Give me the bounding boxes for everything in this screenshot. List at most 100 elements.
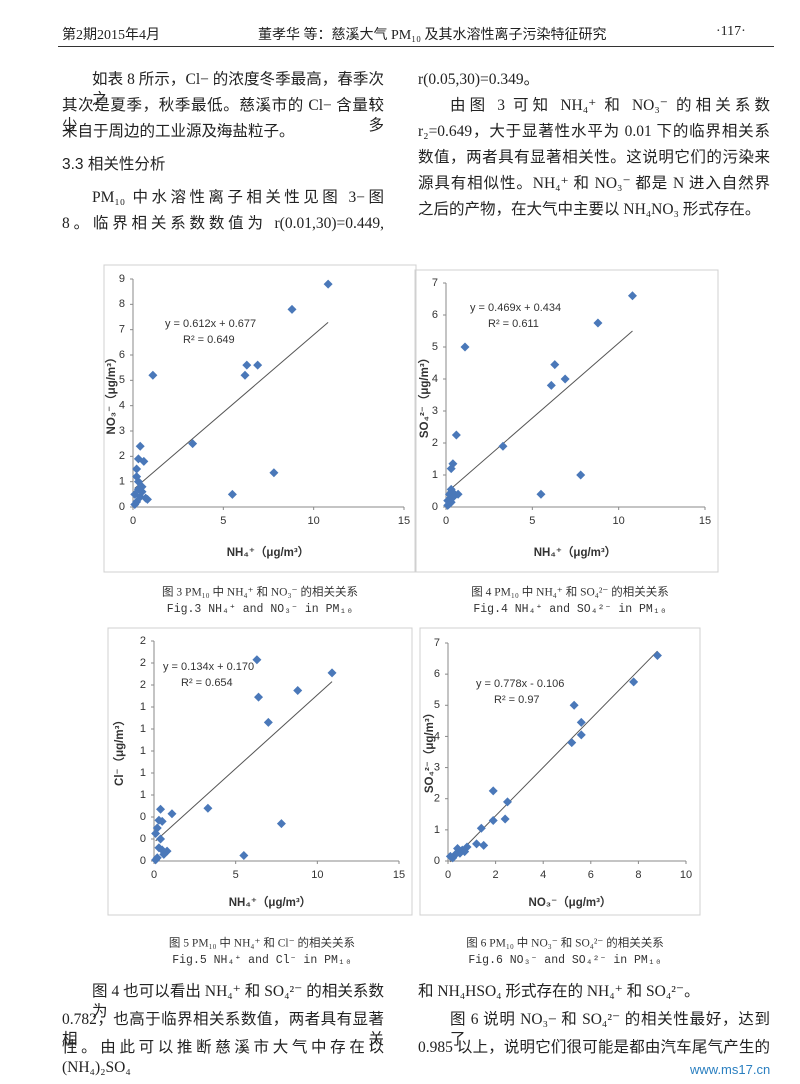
data-point (227, 489, 237, 499)
data-point (157, 845, 167, 855)
data-point (156, 834, 166, 844)
data-point (593, 318, 603, 328)
x-tick-label: 4 (540, 869, 546, 881)
y-tick-label: 0 (432, 501, 438, 513)
x-axis-label: NO₃⁻（μg/m³） (529, 895, 612, 909)
data-point (445, 851, 455, 861)
header-page: ·117· (716, 24, 746, 39)
y-tick-label: 9 (119, 273, 125, 285)
y-axis-label: NO₃⁻（μg/m³） (104, 352, 118, 435)
y-tick-label: 1 (434, 824, 440, 836)
annotation: R² = 0.97 (494, 694, 540, 706)
text-line: 和 NH₄HSO₄ 形式存在的 NH₄⁺ 和 SO₄²⁻。 (418, 983, 700, 1000)
header-rule (58, 46, 774, 47)
data-point (498, 441, 508, 451)
data-point (130, 499, 140, 509)
y-tick-label: 0 (140, 811, 146, 823)
y-tick-label: 6 (434, 668, 440, 680)
y-tick-label: 5 (119, 374, 125, 386)
data-point (263, 717, 273, 727)
trend-line (450, 650, 658, 863)
data-point (132, 464, 142, 474)
y-tick-label: 3 (434, 761, 440, 773)
trend-line (155, 681, 333, 842)
text-line: 0.985 以上，说明它们很可能是都由汽车尾气产生的 (418, 1039, 770, 1056)
text-line: 图 6 说明 NO₃− 和 SO₄²⁻ 的相关性最好，达到了 (450, 1011, 770, 1048)
text-line: r₂=0.649，大于显著性水平为 0.01 下的临界相关系 (418, 123, 770, 140)
data-point (576, 470, 586, 480)
data-point (576, 730, 586, 740)
caption-cn: 图 4 PM₁₀ 中 NH₄⁺ 和 SO₄²⁻ 的相关关系 (471, 585, 668, 599)
x-tick-label: 8 (635, 869, 641, 881)
data-point (629, 677, 639, 687)
data-point (576, 717, 586, 727)
y-tick-label: 7 (434, 637, 440, 649)
annotation: y = 0.134x + 0.170 (163, 661, 254, 673)
y-tick-label: 4 (434, 730, 440, 742)
data-point (167, 809, 177, 819)
x-tick-label: 5 (529, 515, 535, 527)
caption-en: Fig.6 NO₃⁻ and SO₄²⁻ in PM₁₀ (468, 954, 661, 967)
caption-en: Fig.3 NH₄⁺ and NO₃⁻ in PM₁₀ (167, 603, 353, 616)
caption-cn: 图 5 PM₁₀ 中 NH₄⁺ 和 Cl⁻ 的相关关系 (169, 936, 355, 950)
text-line: r(0.05,30)=0.349。 (418, 71, 540, 88)
trend-line (134, 322, 329, 489)
y-tick-label: 1 (140, 767, 146, 779)
y-tick-label: 4 (119, 400, 125, 412)
y-tick-label: 5 (434, 699, 440, 711)
y-tick-label: 5 (432, 341, 438, 353)
data-point (446, 464, 456, 474)
text-line: 如表 8 所示，Cl− 的浓度冬季最高，春季次之， (92, 71, 384, 108)
data-point (254, 692, 264, 702)
x-tick-label: 15 (699, 515, 711, 527)
annotation: y = 0.778x - 0.106 (476, 678, 564, 690)
x-tick-label: 5 (220, 515, 226, 527)
data-point (472, 839, 482, 849)
data-point (203, 803, 213, 813)
section-heading: 3.3 相关性分析 (62, 156, 166, 173)
x-tick-label: 15 (398, 515, 410, 527)
x-tick-label: 10 (680, 869, 692, 881)
data-point (137, 482, 147, 492)
data-point (287, 304, 297, 314)
data-point (323, 279, 333, 289)
data-point (460, 847, 470, 857)
y-axis-label: Cl⁻（μg/m³） (112, 714, 126, 786)
data-point (488, 816, 498, 826)
y-tick-label: 4 (432, 373, 438, 385)
data-point (157, 816, 167, 826)
text-line: 源具有相似性。NH₄⁺ 和 NO₃⁻ 都是 N 进入自然界 (418, 175, 770, 192)
y-tick-label: 2 (432, 437, 438, 449)
y-tick-label: 2 (140, 635, 146, 647)
text-line: 0.782，也高于临界相关系数值，两者具有显著相关 (62, 1011, 384, 1048)
caption-en: Fig.5 NH₄⁺ and Cl⁻ in PM₁₀ (172, 954, 351, 967)
y-tick-label: 2 (140, 679, 146, 691)
data-point (148, 370, 158, 380)
x-tick-label: 0 (443, 515, 449, 527)
data-point (188, 439, 198, 449)
x-axis-label: NH₄⁺（μg/m³） (227, 545, 309, 559)
text-line: 数值，两者具有显著相关性。这说明它们的污染来 (418, 149, 770, 166)
y-tick-label: 0 (140, 833, 146, 845)
data-point (151, 855, 161, 865)
text-line: 8。临界相关系数数值为 r(0.01,30)=0.449, (62, 215, 384, 232)
data-point (560, 374, 570, 384)
data-point (627, 291, 637, 301)
data-point (276, 819, 286, 829)
data-point (500, 814, 510, 824)
text-line: 之后的产物，在大气中主要以 NH₄NO₃ 形式存在。 (418, 201, 761, 218)
data-point (569, 700, 579, 710)
data-point (443, 500, 453, 510)
data-point (156, 804, 166, 814)
data-point (503, 797, 512, 807)
y-tick-label: 1 (140, 723, 146, 735)
x-tick-label: 2 (493, 869, 499, 881)
x-tick-label: 0 (445, 869, 451, 881)
caption-cn: 图 6 PM₁₀ 中 NO₃⁻ 和 SO₄²⁻ 的相关关系 (466, 936, 663, 950)
x-tick-label: 10 (613, 515, 625, 527)
data-point (451, 430, 461, 440)
y-tick-label: 7 (432, 277, 438, 289)
y-tick-label: 0 (140, 855, 146, 867)
data-point (252, 655, 262, 665)
